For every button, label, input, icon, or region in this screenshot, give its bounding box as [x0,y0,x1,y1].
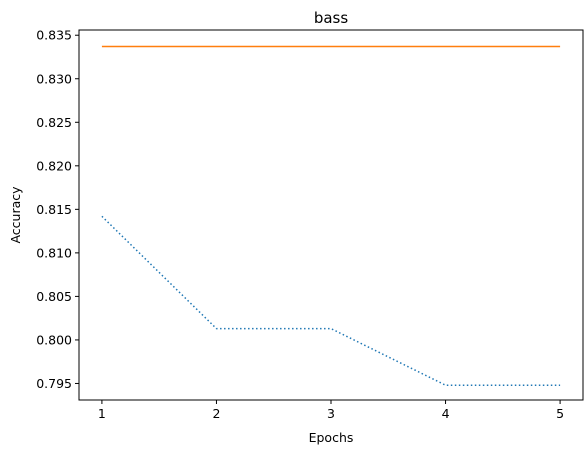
y-tick-label: 0.830 [36,71,72,86]
y-tick-label: 0.800 [36,332,72,347]
x-axis: 1 2 3 4 5 [98,400,564,421]
y-tick-label: 0.835 [36,28,72,43]
y-axis-label: Accuracy [8,186,23,244]
y-tick-label: 0.795 [36,376,72,391]
x-tick-label: 3 [327,406,335,421]
y-tick-label: 0.825 [36,115,72,130]
y-tick-label: 0.805 [36,289,72,304]
x-tick-label: 1 [98,406,106,421]
y-tick-label: 0.810 [36,245,72,260]
y-tick-label: 0.815 [36,202,72,217]
x-tick-label: 2 [212,406,220,421]
plot-frame [78,29,584,401]
chart-title: bass [314,9,349,27]
series-layer [101,45,561,386]
x-tick-label: 5 [556,406,564,421]
series-line-2 [101,215,561,386]
y-axis: 0.795 0.800 0.805 0.810 0.815 0.820 0.825 0.830… [36,28,79,391]
y-tick-label: 0.820 [36,158,72,173]
x-tick-label: 4 [442,406,450,421]
x-axis-label: Epochs [309,430,354,445]
